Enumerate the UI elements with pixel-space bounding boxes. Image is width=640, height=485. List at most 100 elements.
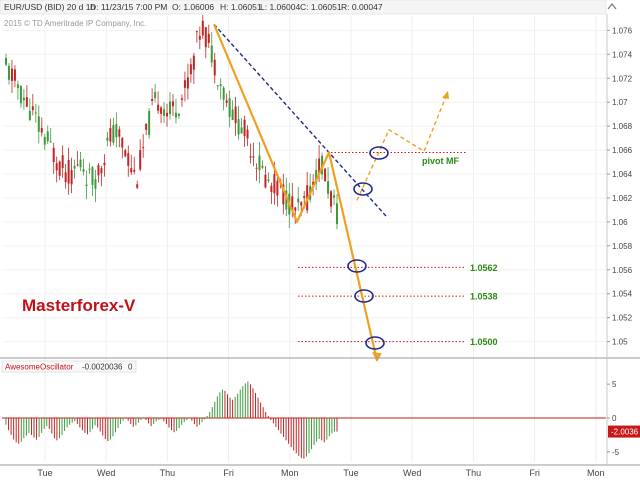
candle-body [198,36,201,40]
target-level-label: 1.0500 [470,337,498,347]
candle-body [303,196,306,198]
candle-body [55,163,58,171]
header-low: L: 1.06004 [260,2,300,12]
zigzag-path [212,23,379,362]
candle-body [234,106,237,124]
candle-body [252,156,255,158]
chevron-up-icon[interactable] [607,3,617,10]
pivot-label: pivot MF [422,156,459,166]
candle-body [216,85,219,87]
oscillator-title[interactable]: AwesomeOscillator [5,363,74,372]
y-tick-label: 1.064 [612,170,633,179]
candle-body [85,184,88,187]
x-tick-label: Fri [223,468,234,478]
candle-body [157,104,160,111]
oscillator-value-badge [608,425,640,438]
trend-line [213,23,388,218]
candle-body [97,165,100,176]
candle-body [109,128,112,142]
candle-body [243,119,246,136]
candle-body [160,107,163,114]
oscillator-y-tick-label: -5 [612,448,620,457]
candle-body [64,172,67,183]
candle-body [273,174,276,194]
target-ellipse [369,146,389,160]
candle-body [145,123,148,130]
candle-body [67,159,70,184]
candle-body [154,92,157,99]
candle-body [222,87,225,100]
candle-body [28,110,31,120]
header-symbol[interactable]: EUR/USD (BID) 20 d 1h [4,2,95,12]
target-ellipse [365,336,385,350]
x-tick-label: Mon [281,468,299,478]
candle-body [177,113,180,116]
candle-body [291,196,294,211]
candle-body [169,101,172,114]
candle-body [294,207,297,211]
candle-body [270,185,273,193]
candle-body [73,166,76,169]
y-tick-label: 1.06 [612,218,628,227]
candle-body [204,27,207,48]
candle-body [312,181,315,186]
candle-body [10,68,13,81]
oscillator-y-tick-label: 0 [612,414,617,423]
candle-body [240,127,243,134]
candle-body [79,159,82,168]
candle-body [25,97,28,107]
x-tick-label: Mon [587,468,605,478]
candle-body [16,84,19,89]
oscillator-y-tick-label: 5 [612,380,617,389]
y-tick-label: 1.05 [612,338,628,347]
candle-body [330,191,333,207]
candle-body [100,168,103,174]
candle-body [52,147,55,163]
candle-body [237,119,240,135]
candle-body [255,167,258,169]
candle-body [174,112,177,118]
candle-body [219,84,222,87]
candle-body [88,168,91,170]
oscillator-value-badge-text: -2.0036 [611,428,639,437]
candle-body [297,198,300,203]
x-tick-label: Fri [529,468,540,478]
candle-body [76,164,79,166]
candle-body [136,184,139,188]
x-tick-label: Tue [343,468,358,478]
candle-body [210,45,213,63]
candle-body [249,156,252,158]
candle-body [231,109,234,120]
y-tick-label: 1.058 [612,242,633,251]
x-tick-label: Wed [97,468,115,478]
candlestick-series [5,14,338,230]
candle-body [34,112,37,114]
candle-body [333,195,336,198]
candle-body [192,55,195,70]
candle-body [166,112,169,117]
header-range: R: 0.00047 [341,2,383,12]
target-ellipse [347,259,367,273]
candle-body [82,169,85,172]
candle-body [19,85,22,104]
candle-body [70,170,73,185]
candle-body [31,106,34,111]
candle-body [180,98,183,100]
zigzag-arrowhead [372,352,382,362]
candle-body [118,129,121,137]
candle-body [336,203,338,225]
candle-body [276,180,279,196]
target-level-label: 1.0538 [470,292,498,302]
awesome-oscillator-bars [2,381,606,459]
candle-body [246,129,249,139]
x-tick-label: Thu [160,468,176,478]
x-tick-label: Thu [466,468,482,478]
candle-body [225,100,228,103]
y-tick-label: 1.076 [612,26,633,35]
candle-body [285,190,288,210]
candle-body [91,167,94,185]
candle-body [13,69,16,81]
target-level-label: 1.0562 [470,263,498,273]
chart-annotations: pivot MF 1.0562 1.0538 1.0500 [212,23,498,362]
